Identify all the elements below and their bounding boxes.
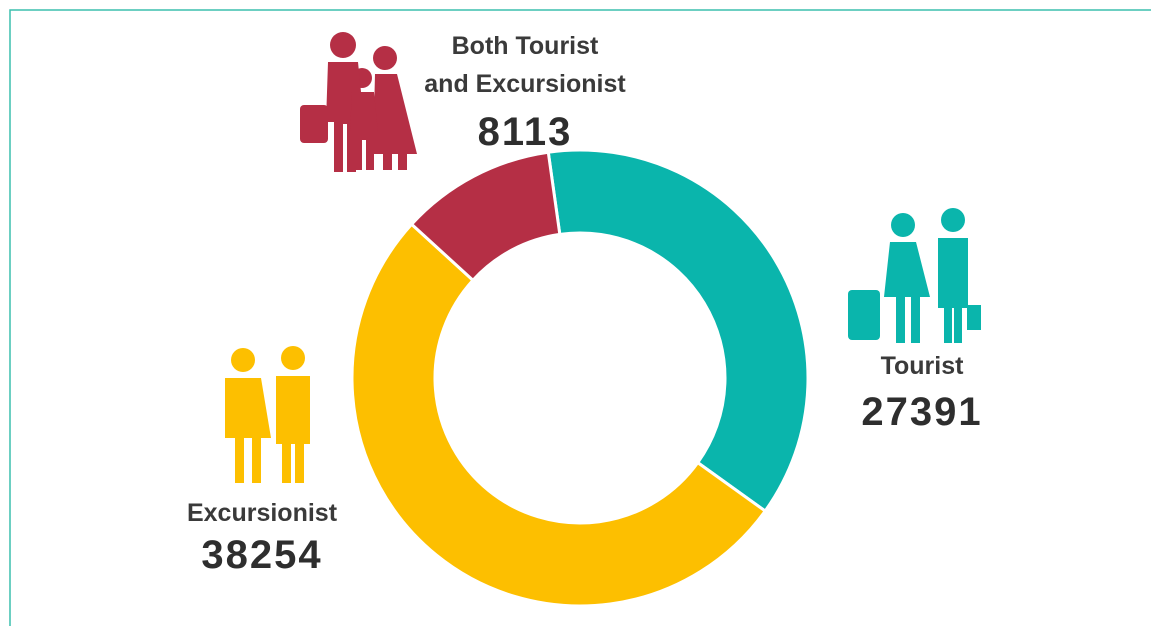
value-label: 38254 [201, 533, 322, 577]
donut-slice [350, 222, 768, 608]
donut-slice [409, 150, 562, 283]
tourist-icon [848, 208, 981, 343]
value-label: 27391 [861, 390, 982, 434]
donut-slice [546, 148, 810, 514]
category-label: Tourist [881, 352, 965, 380]
excursionist-icon [225, 346, 310, 483]
value-label: 8113 [478, 110, 573, 154]
category-label: Excursionist [187, 499, 338, 527]
frame [9, 9, 1151, 626]
category-label: Both Tourist and Excursionist [424, 32, 626, 98]
family-icon [300, 32, 417, 172]
icons [225, 32, 981, 483]
